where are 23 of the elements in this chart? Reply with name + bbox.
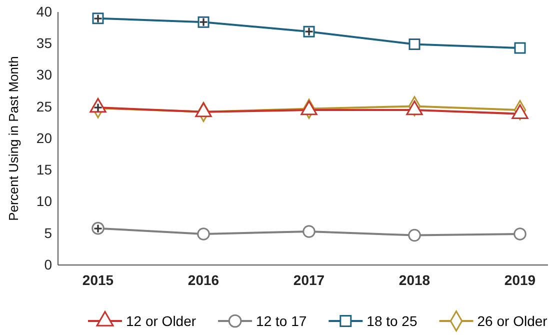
y-tick-label: 15	[36, 162, 52, 178]
annotation: +	[94, 220, 103, 238]
y-tick-label: 25	[36, 98, 52, 114]
y-tick-label: 35	[36, 35, 52, 52]
x-tick-label: 2016	[188, 272, 220, 288]
legend-label: 12 to 17	[256, 313, 307, 329]
legend-label: 26 or Older	[477, 313, 548, 329]
legend-label: 18 to 25	[366, 313, 418, 329]
x-tick-label: 2019	[504, 272, 536, 288]
y-axis-title: Percent Using in Past Month	[6, 56, 21, 221]
x-tick-label: 2018	[398, 272, 430, 288]
y-tick-label: 20	[36, 130, 52, 146]
annotation: +	[94, 10, 103, 28]
legend-label: 12 or Older	[126, 313, 196, 329]
annotation: +	[304, 24, 314, 41]
y-tick-label: 0	[44, 256, 52, 272]
y-tick-label: 40	[36, 3, 52, 20]
annotation: +	[199, 14, 208, 32]
x-tick-label: 2015	[82, 272, 114, 288]
y-tick-label: 30	[36, 66, 52, 83]
y-tick-label: 5	[44, 224, 52, 241]
x-tick-label: 2017	[293, 272, 325, 288]
y-tick-label: 10	[36, 193, 52, 210]
